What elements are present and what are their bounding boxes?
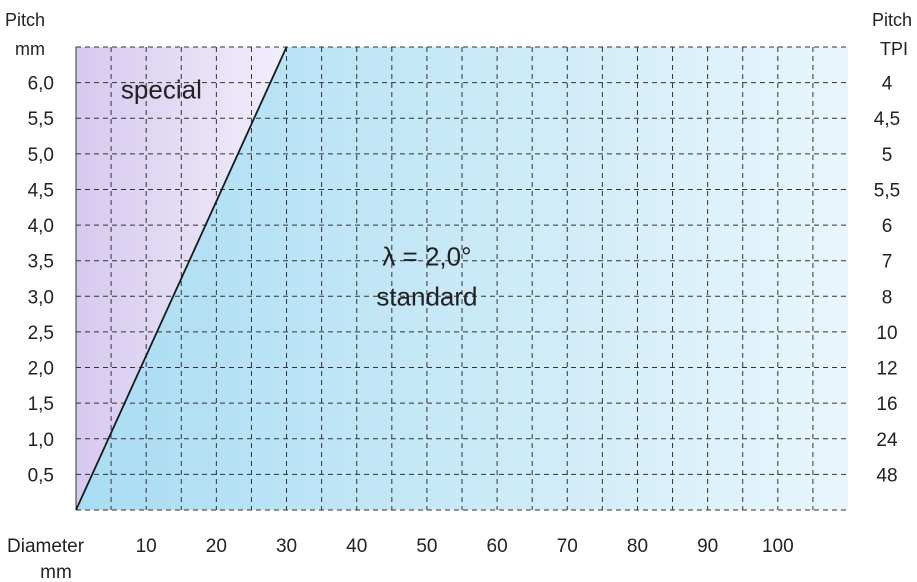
standard-region-angle-label: λ = 2,0°: [382, 241, 471, 271]
y-tick-label-mm: 3,5: [28, 252, 54, 273]
x-tick-label: 30: [276, 536, 297, 557]
x-tick-label: 60: [487, 536, 508, 557]
y-tick-label-tpi: 5: [882, 145, 893, 166]
x-tick-label: 80: [627, 536, 648, 557]
y-tick-label-mm: 0,5: [28, 465, 54, 486]
left-axis-unit: mm: [15, 39, 45, 59]
x-axis-title: Diameter: [7, 536, 85, 557]
y-tick-label-tpi: 12: [876, 359, 897, 380]
y-tick-label-mm: 1,5: [28, 394, 54, 415]
left-axis-title: Pitch: [5, 10, 45, 30]
special-region-label: special: [121, 75, 202, 105]
boundary-line: [75, 46, 288, 511]
right-axis-title: Pitch: [872, 10, 912, 30]
y-tick-label-tpi: 48: [876, 465, 897, 486]
y-tick-label-tpi: 4,5: [874, 109, 900, 130]
y-tick-label-mm: 2,5: [28, 323, 54, 344]
y-tick-label-mm: 5,5: [28, 109, 54, 130]
x-tick-label: 10: [136, 536, 157, 557]
x-tick-label: 90: [697, 536, 718, 557]
x-tick-label: 70: [557, 536, 578, 557]
y-tick-label-tpi: 6: [882, 216, 893, 237]
y-tick-label-tpi: 10: [876, 323, 897, 344]
y-tick-label-tpi: 5,5: [874, 180, 900, 201]
y-tick-label-mm: 1,0: [28, 430, 54, 451]
y-tick-label-tpi: 24: [876, 430, 898, 451]
y-tick-label-mm: 2,0: [28, 359, 54, 380]
y-tick-label-mm: 4,0: [28, 216, 54, 237]
y-tick-label-tpi: 7: [882, 252, 893, 273]
y-tick-label-tpi: 16: [876, 394, 897, 415]
x-tick-label: 40: [346, 536, 367, 557]
x-tick-label: 20: [206, 536, 227, 557]
x-axis-unit: mm: [40, 562, 72, 582]
x-tick-label: 50: [416, 536, 437, 557]
y-tick-label-tpi: 4: [882, 74, 893, 95]
y-tick-label-mm: 3,0: [28, 287, 54, 308]
x-tick-label: 100: [762, 536, 794, 557]
y-tick-label-tpi: 8: [882, 287, 893, 308]
y-tick-label-mm: 4,5: [28, 180, 54, 201]
y-tick-label-mm: 6,0: [28, 74, 54, 95]
right-axis-unit: TPI: [880, 39, 908, 59]
y-tick-label-mm: 5,0: [28, 145, 54, 166]
standard-region-label: standard: [376, 281, 477, 311]
